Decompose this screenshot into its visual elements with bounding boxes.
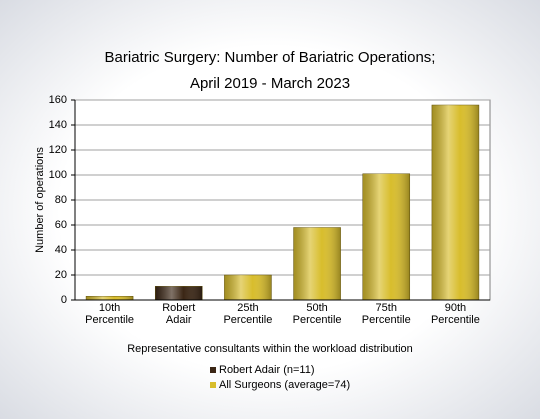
chart-title: April 2019 - March 2023 [190,75,350,92]
y-tick-label: 0 [61,294,67,306]
x-tick-label: 50th Percentile [293,302,342,326]
chart-title: Bariatric Surgery: Number of Bariatric O… [105,49,436,66]
y-tick-label: 160 [49,94,67,106]
bar-shading [431,105,479,300]
x-tick-label: 25th Percentile [223,302,272,326]
y-tick-label: 40 [55,244,67,256]
bar-shading [293,227,341,300]
x-tick-label: 90th Percentile [431,302,480,326]
legend-swatch [210,382,216,388]
legend-swatch [210,367,216,373]
y-tick-label: 120 [49,144,67,156]
bar-shading [86,296,134,300]
x-tick-label: Robert Adair [162,302,195,326]
y-axis-title: Number of operations [34,147,46,253]
bar-shading [224,275,272,300]
legend-label: All Surgeons (average=74) [219,379,350,391]
y-tick-label: 80 [55,194,67,206]
x-axis-title: Representative consultants within the wo… [127,343,413,355]
y-tick-label: 140 [49,119,67,131]
bar-shading [362,173,410,300]
bar-shading [155,286,203,300]
x-tick-label: 10th Percentile [85,302,134,326]
y-tick-label: 20 [55,269,67,281]
x-tick-label: 75th Percentile [362,302,411,326]
y-tick-label: 60 [55,219,67,231]
y-tick-label: 100 [49,169,67,181]
legend-label: Robert Adair (n=11) [219,364,315,376]
